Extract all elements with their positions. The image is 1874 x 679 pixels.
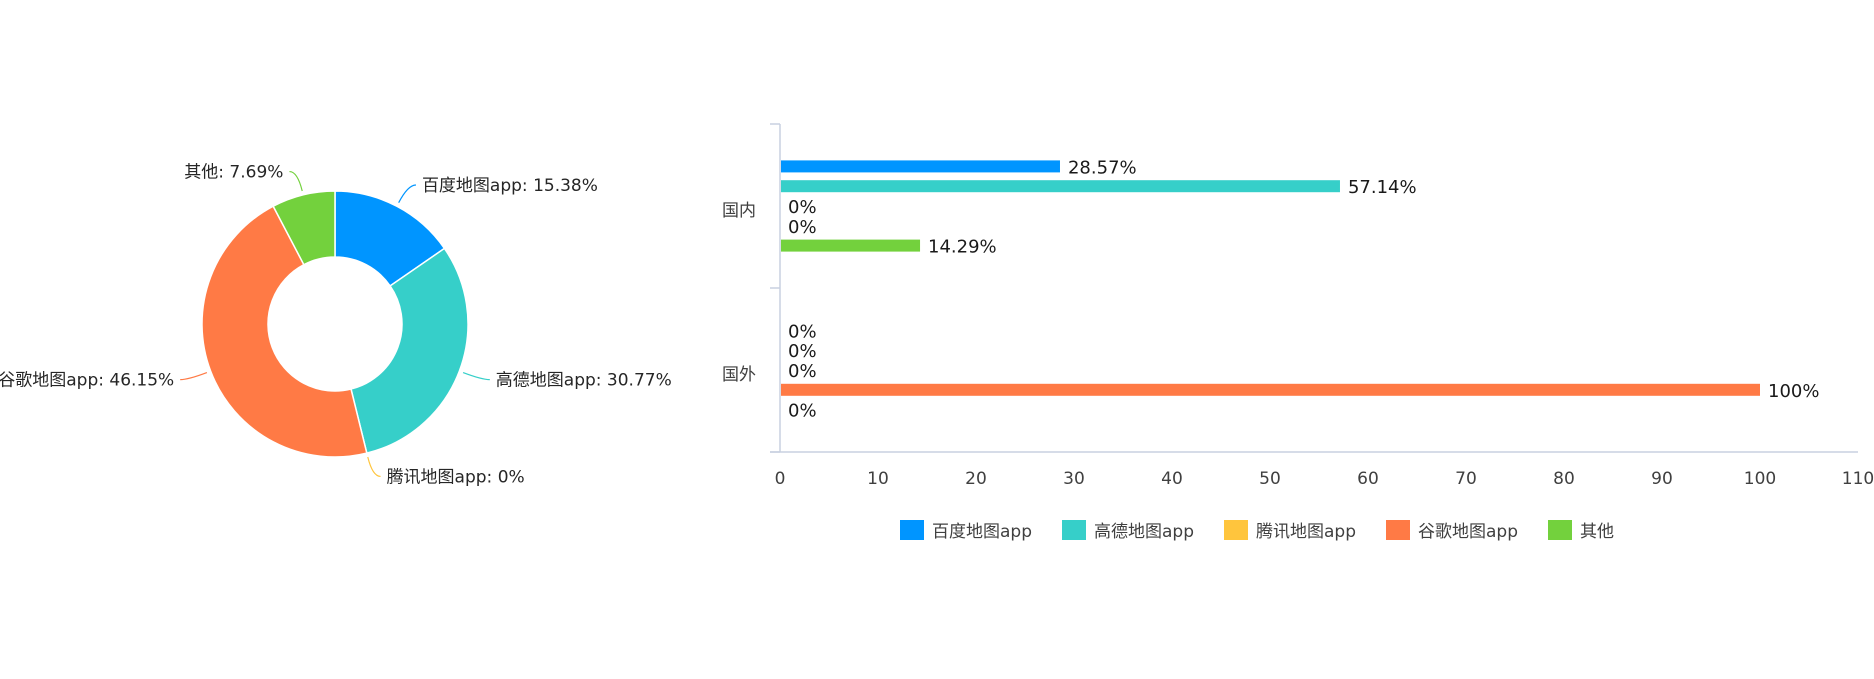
pie-slice: [272, 190, 336, 266]
legend-label: 腾讯地图app: [1256, 522, 1356, 542]
pie-slice: [350, 247, 469, 455]
legend-label: 其他: [1580, 522, 1614, 542]
x-tick-label: 0: [775, 469, 786, 489]
label-leader-line: [398, 184, 417, 203]
bar-value-label: 14.29%: [928, 237, 997, 258]
donut-chart: 百度地图app: 15.38% 高德地图app: 30.77% 腾讯地图app: 0…: [0, 163, 672, 488]
legend-item[interactable]: 腾讯地图app: [1224, 520, 1356, 542]
bar-value-label: 0%: [788, 361, 817, 382]
label-leader-line: [462, 372, 490, 381]
x-tick-label: 10: [867, 469, 889, 489]
label-leader-line: [289, 170, 303, 192]
pie-slice: [201, 205, 368, 458]
pie-label: 其他: 7.69%: [184, 163, 283, 183]
pie-label: 谷歌地图app: 46.15%: [0, 371, 174, 391]
bar-value-label: 0%: [788, 401, 817, 422]
x-tick-label: 100: [1744, 469, 1776, 489]
legend-item[interactable]: 高德地图app: [1062, 520, 1194, 542]
legend-swatch: [1386, 520, 1410, 540]
x-tick-label: 80: [1553, 469, 1575, 489]
x-tick-label: 20: [965, 469, 987, 489]
bar-value-label: 0%: [788, 341, 817, 362]
pie-label: 高德地图app: 30.77%: [496, 371, 672, 391]
category-label: 国内: [722, 201, 756, 221]
legend-swatch: [1062, 520, 1086, 540]
bar: [781, 180, 1340, 193]
bar-value-label: 0%: [788, 321, 817, 342]
x-tick-label: 110: [1842, 469, 1874, 489]
legend-label: 百度地图app: [932, 522, 1032, 542]
legend-label: 谷歌地图app: [1418, 522, 1518, 542]
legend-swatch: [1224, 520, 1248, 540]
category-label: 国外: [722, 365, 756, 385]
bar-value-label: 0%: [788, 217, 817, 238]
x-tick-label: 70: [1455, 469, 1477, 489]
x-tick-label: 40: [1161, 469, 1183, 489]
pie-label: 百度地图app: 15.38%: [422, 176, 598, 196]
bar: [781, 160, 1060, 173]
bar-value-label: 100%: [1768, 381, 1819, 402]
x-tick-label: 30: [1063, 469, 1085, 489]
x-tick-label: 90: [1651, 469, 1673, 489]
legend-swatch: [1548, 520, 1572, 540]
bar-value-label: 0%: [788, 197, 817, 218]
bar-value-label: 57.14%: [1348, 177, 1417, 198]
legend-item[interactable]: 谷歌地图app: [1386, 520, 1518, 542]
legend-item[interactable]: 百度地图app: [900, 520, 1032, 542]
x-tick-label: 50: [1259, 469, 1281, 489]
bar: [781, 239, 921, 252]
pie-label: 腾讯地图app: 0%: [387, 467, 525, 487]
legend-swatch: [900, 520, 924, 540]
legend-item[interactable]: 其他: [1548, 520, 1614, 542]
label-leader-line: [180, 372, 208, 381]
bar: [781, 383, 1760, 396]
bar-value-label: 28.57%: [1068, 157, 1137, 178]
x-tick-label: 60: [1357, 469, 1379, 489]
label-leader-line: [367, 456, 381, 478]
legend-label: 高德地图app: [1094, 522, 1194, 542]
